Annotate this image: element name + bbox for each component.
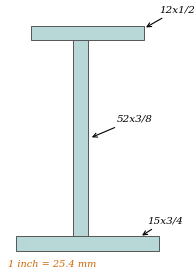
Text: 15x3/4: 15x3/4 [143, 216, 183, 235]
Text: 1 inch = 25.4 mm: 1 inch = 25.4 mm [8, 260, 96, 269]
Text: 12x1/2: 12x1/2 [147, 5, 194, 27]
Bar [73, 40, 88, 238]
Bar [16, 236, 159, 251]
Bar [31, 26, 144, 40]
Text: 52x3/8: 52x3/8 [93, 115, 152, 137]
